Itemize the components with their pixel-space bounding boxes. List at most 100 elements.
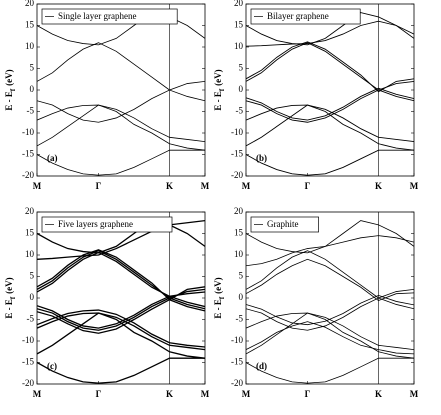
bands bbox=[246, 12, 414, 176]
bands bbox=[246, 220, 414, 384]
x-tick-label: K bbox=[166, 181, 173, 191]
x-tick-label: Γ bbox=[305, 181, 311, 191]
y-tick-label: -10 bbox=[231, 127, 243, 137]
y-tick-label: 10 bbox=[234, 41, 244, 51]
band-line bbox=[246, 20, 414, 47]
x-tick-label: M bbox=[410, 389, 419, 399]
band-line bbox=[246, 149, 414, 176]
band-line bbox=[246, 312, 414, 350]
y-tick-label: 0 bbox=[239, 84, 244, 94]
band-line bbox=[246, 12, 414, 46]
x-tick-label: M bbox=[201, 389, 210, 399]
band-line bbox=[37, 357, 205, 384]
band-line bbox=[37, 297, 205, 331]
legend-box bbox=[41, 216, 173, 233]
x-tick-label: M bbox=[33, 389, 42, 399]
band-line bbox=[37, 295, 205, 329]
band-line bbox=[37, 249, 205, 301]
x-tick-label: M bbox=[242, 389, 251, 399]
band-line bbox=[37, 312, 205, 359]
legend-text: Graphite bbox=[267, 219, 299, 229]
plot-frame bbox=[245, 3, 415, 177]
x-tick-label: Γ bbox=[96, 389, 102, 399]
y-axis-label-main: E - E bbox=[213, 91, 223, 111]
band-line bbox=[37, 42, 205, 91]
band-line bbox=[37, 299, 205, 334]
panel: -20 -15 -10 -5 0 5 10 15 20 M Γ K M Single layer grap… bbox=[4, 0, 210, 191]
y-axis-label-main: E - E bbox=[213, 299, 223, 319]
y-tick-label: -20 bbox=[231, 170, 243, 180]
y-tick-label: 10 bbox=[234, 249, 244, 259]
band-line bbox=[246, 297, 414, 331]
x-tick-label: M bbox=[410, 181, 419, 191]
plot-frame bbox=[36, 3, 206, 177]
band-line bbox=[246, 357, 414, 384]
y-tick-label: -5 bbox=[236, 106, 244, 116]
y-axis-label: E - Ef (eV) bbox=[213, 277, 226, 318]
y-tick-label: -10 bbox=[231, 335, 243, 345]
y-tick-label: -10 bbox=[22, 127, 34, 137]
y-tick-label: 15 bbox=[25, 228, 35, 238]
legend-text: Single layer graphene bbox=[58, 11, 136, 21]
band-line bbox=[246, 87, 414, 121]
plot-frame bbox=[245, 211, 415, 385]
y-tick-label: -5 bbox=[27, 106, 35, 116]
y-axis-label: E - Ef (eV) bbox=[4, 69, 17, 110]
bands bbox=[37, 12, 205, 176]
legend-box bbox=[250, 216, 319, 233]
y-tick-label: -15 bbox=[231, 149, 243, 159]
band-line bbox=[246, 104, 414, 143]
legend-text: Bilayer graphene bbox=[267, 11, 329, 21]
band-line bbox=[37, 104, 205, 142]
y-tick-label: 10 bbox=[25, 41, 35, 51]
panel-label: (c) bbox=[47, 361, 57, 371]
y-tick-label: 20 bbox=[234, 206, 244, 216]
band-line bbox=[37, 251, 205, 297]
y-axis-label-sub: f bbox=[218, 88, 226, 91]
band-line bbox=[246, 250, 414, 299]
y-axis-label-sub: f bbox=[9, 296, 17, 299]
y-tick-label: -20 bbox=[231, 378, 243, 388]
bands bbox=[37, 219, 205, 384]
y-tick-label: 20 bbox=[234, 0, 244, 8]
band-line bbox=[246, 41, 414, 93]
band-line bbox=[37, 89, 205, 123]
y-tick-label: 5 bbox=[30, 63, 35, 73]
band-line bbox=[246, 235, 414, 267]
x-tick-label: K bbox=[166, 389, 173, 399]
y-axis-label-sub: f bbox=[9, 88, 17, 91]
panel-label: (d) bbox=[256, 361, 267, 371]
y-tick-label: 10 bbox=[25, 249, 35, 259]
y-axis-label-unit: (eV) bbox=[4, 69, 14, 86]
band-line bbox=[246, 258, 414, 302]
y-tick-label: 0 bbox=[30, 292, 35, 302]
y-axis-label: E - Ef (eV) bbox=[213, 69, 226, 110]
y-tick-label: 15 bbox=[25, 20, 35, 30]
y-tick-label: 15 bbox=[234, 20, 244, 30]
y-axis-label: E - Ef (eV) bbox=[4, 277, 17, 318]
y-tick-label: 0 bbox=[30, 84, 35, 94]
y-axis-label-main: E - E bbox=[4, 91, 14, 111]
x-tick-label: K bbox=[375, 389, 382, 399]
x-tick-label: Γ bbox=[305, 389, 311, 399]
y-tick-label: -15 bbox=[22, 149, 34, 159]
y-axis-label-unit: (eV) bbox=[213, 69, 223, 86]
legend-box bbox=[41, 8, 178, 25]
legend-text: Five layers graphene bbox=[58, 219, 133, 229]
y-tick-label: -20 bbox=[22, 378, 34, 388]
panel: -20 -15 -10 -5 0 5 10 15 20 M Γ K M Graphite (d) E - Ef… bbox=[213, 206, 419, 399]
band-line bbox=[246, 294, 414, 326]
y-tick-label: -10 bbox=[22, 335, 34, 345]
y-tick-label: -5 bbox=[27, 314, 35, 324]
band-line bbox=[37, 219, 205, 254]
x-tick-label: M bbox=[33, 181, 42, 191]
y-tick-label: -5 bbox=[236, 314, 244, 324]
x-tick-label: K bbox=[375, 181, 382, 191]
legend-box bbox=[250, 8, 361, 25]
panel: -20 -15 -10 -5 0 5 10 15 20 M Γ K M Five layers graph… bbox=[4, 206, 210, 399]
y-tick-label: -15 bbox=[231, 357, 243, 367]
band-line bbox=[246, 321, 414, 355]
y-tick-label: 5 bbox=[30, 271, 35, 281]
panel: -20 -15 -10 -5 0 5 10 15 20 M Γ K M Bilayer graphene (… bbox=[213, 0, 419, 191]
y-axis-label-unit: (eV) bbox=[213, 277, 223, 294]
